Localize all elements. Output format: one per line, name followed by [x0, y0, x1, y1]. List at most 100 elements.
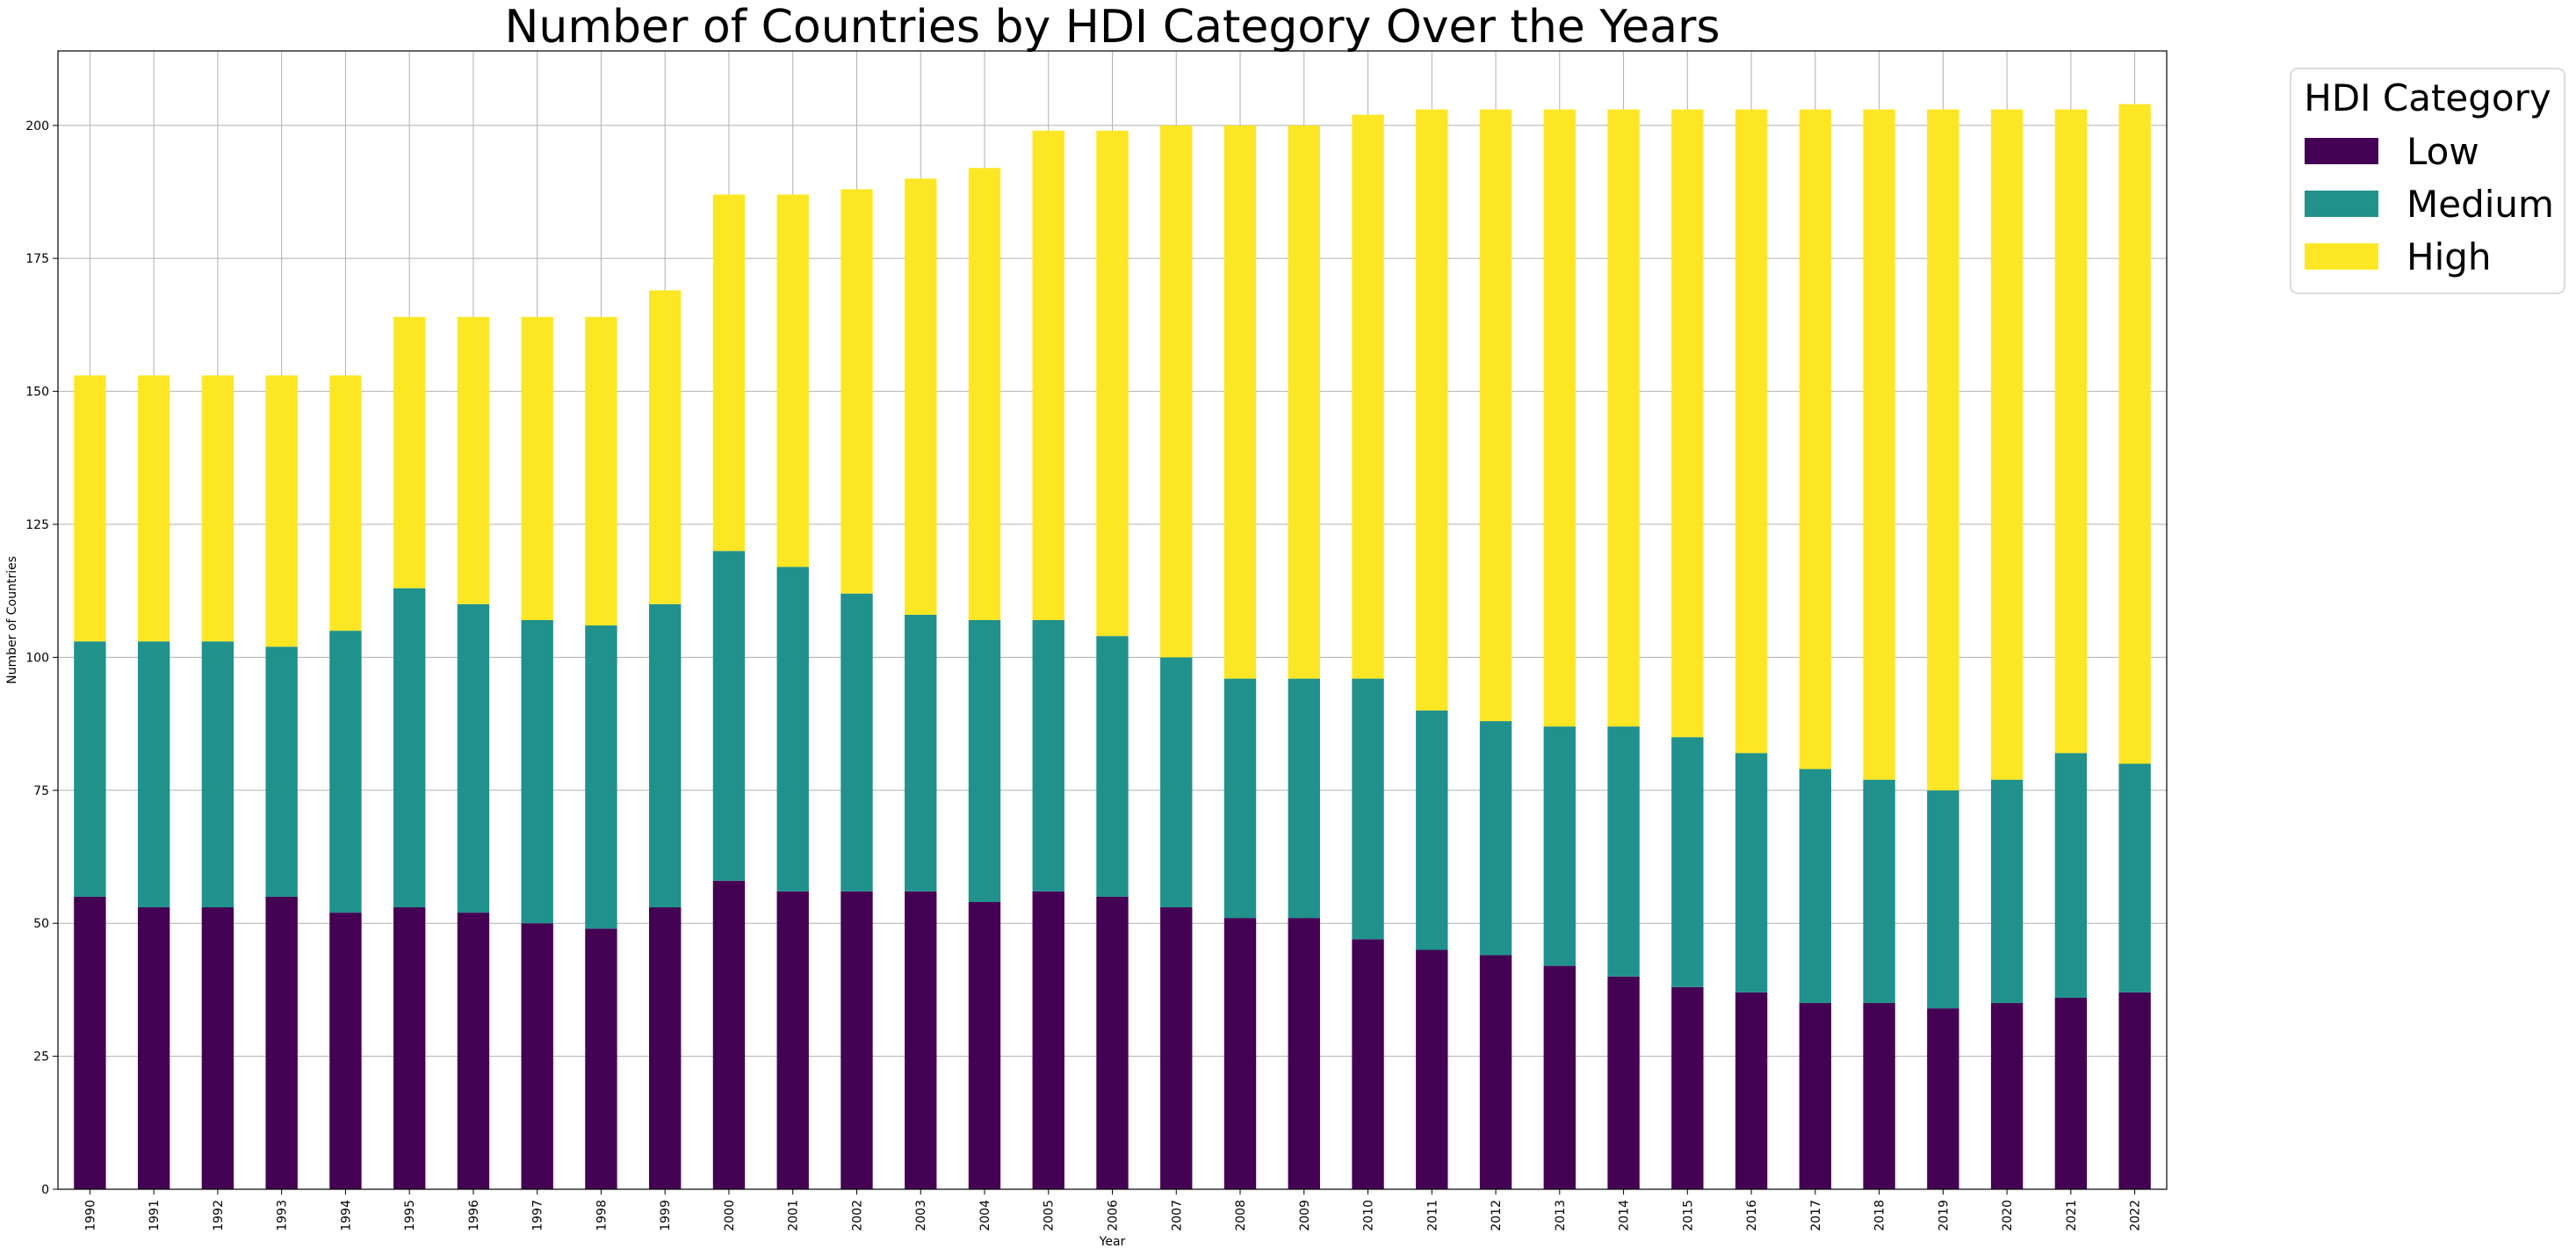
y-tick-label: 50: [33, 917, 49, 931]
bar-high-1992: [201, 375, 235, 642]
bar-high-2005: [1032, 130, 1064, 620]
x-tick-label: 2002: [850, 1200, 864, 1231]
bar-high-2015: [1671, 109, 1704, 738]
bar-medium-2016: [1735, 753, 1768, 993]
y-tick-label: 25: [33, 1050, 49, 1065]
bar-medium-1992: [201, 641, 235, 908]
legend-box: [2290, 68, 2565, 294]
bar-medium-2000: [712, 551, 746, 881]
bar-high-2008: [1223, 125, 1257, 679]
x-tick-label: 1992: [212, 1200, 226, 1231]
bar-low-1995: [393, 907, 426, 1189]
bar-low-2005: [1032, 891, 1064, 1189]
bar-low-2017: [1799, 1003, 1832, 1189]
bar-medium-1999: [649, 603, 682, 908]
bar-low-2006: [1096, 896, 1129, 1189]
bar-high-2010: [1352, 114, 1384, 679]
bar-medium-1993: [265, 646, 298, 897]
bar-medium-1995: [393, 588, 426, 908]
bar-medium-2022: [2118, 763, 2151, 993]
x-tick-label: 1994: [339, 1200, 353, 1231]
x-tick-label: 2008: [1234, 1200, 1248, 1231]
x-tick-label: 2014: [1618, 1200, 1632, 1231]
bar-low-2009: [1288, 918, 1320, 1189]
bar-medium-2013: [1543, 726, 1576, 966]
x-tick-label: 2018: [1873, 1200, 1887, 1231]
legend-label-high: High: [2406, 235, 2492, 278]
bar-medium-2001: [776, 567, 809, 891]
x-tick-label: 2005: [1043, 1200, 1057, 1231]
bar-low-2008: [1223, 918, 1257, 1189]
bar-high-1999: [649, 290, 682, 604]
x-tick-label: 1996: [467, 1200, 481, 1231]
bar-medium-2007: [1160, 657, 1193, 908]
bar-low-2003: [905, 891, 937, 1189]
x-tick-label: 1998: [595, 1200, 609, 1231]
bar-medium-1994: [329, 631, 362, 913]
x-tick-label: 2021: [2065, 1200, 2079, 1231]
x-tick-label: 1995: [403, 1200, 417, 1231]
bar-low-2010: [1352, 939, 1384, 1189]
bar-medium-2006: [1096, 636, 1129, 897]
bar-high-2021: [2054, 109, 2088, 754]
bar-high-2018: [1863, 109, 1895, 780]
bar-high-1991: [137, 375, 170, 642]
bar-medium-2018: [1863, 779, 1895, 1004]
bar-low-2016: [1735, 992, 1768, 1189]
x-tick-label: 2001: [787, 1200, 801, 1231]
x-tick-label: 2010: [1362, 1200, 1376, 1231]
bar-high-2022: [2118, 104, 2151, 764]
x-tick-label: 2007: [1170, 1200, 1184, 1231]
y-tick-label: 75: [33, 784, 49, 798]
bar-low-1991: [137, 907, 170, 1189]
y-tick-label: 125: [25, 518, 49, 532]
bar-high-1996: [457, 316, 490, 604]
x-tick-label: 2017: [1809, 1200, 1823, 1231]
chart-title: Number of Countries by HDI Category Over…: [505, 1, 1721, 54]
bar-low-1992: [201, 907, 235, 1189]
x-tick-label: 1999: [659, 1200, 673, 1231]
bar-high-1993: [265, 375, 298, 647]
y-tick-label: 200: [25, 119, 49, 134]
bar-low-2011: [1416, 949, 1448, 1189]
bar-medium-1991: [137, 641, 170, 908]
y-axis: 0 25 50 75 100 125 150 175 200: [25, 119, 58, 1197]
bar-low-2020: [1990, 1003, 2024, 1189]
bar-low-2000: [712, 880, 746, 1189]
bar-high-2007: [1160, 125, 1193, 658]
legend-swatch-medium: [2305, 191, 2378, 217]
bar-medium-2012: [1479, 721, 1512, 956]
bar-medium-2008: [1223, 678, 1257, 919]
bar-medium-1998: [585, 625, 617, 929]
bar-low-1999: [649, 907, 682, 1189]
x-tick-label: 2019: [1937, 1200, 1951, 1231]
bar-low-2013: [1543, 965, 1576, 1189]
x-tick-label: 1991: [148, 1200, 162, 1231]
bar-low-1994: [329, 913, 362, 1189]
bar-high-2011: [1416, 109, 1448, 711]
bar-medium-1996: [457, 603, 490, 913]
x-tick-label: 2000: [723, 1200, 737, 1231]
legend-label-medium: Medium: [2406, 183, 2554, 226]
bar-medium-2003: [905, 614, 937, 891]
bar-low-2002: [841, 891, 873, 1189]
bar-medium-2011: [1416, 710, 1448, 950]
bar-high-1994: [329, 375, 362, 632]
bar-medium-2002: [841, 593, 873, 891]
y-axis-label: Number of Countries: [5, 556, 19, 684]
bar-high-1990: [74, 375, 106, 642]
bar-low-2007: [1160, 907, 1193, 1189]
legend-items: Low Medium High: [2305, 130, 2554, 278]
x-tick-label: 1990: [83, 1200, 97, 1231]
legend-label-low: Low: [2406, 130, 2479, 173]
legend-swatch-low: [2305, 138, 2378, 164]
x-axis-label: Year: [1099, 1235, 1126, 1249]
bar-low-2022: [2118, 992, 2151, 1189]
y-tick-label: 150: [25, 386, 49, 400]
bar-low-2004: [968, 901, 1001, 1189]
x-tick-label: 2020: [2001, 1200, 2015, 1231]
bar-medium-2017: [1799, 769, 1832, 1004]
bar-low-2012: [1479, 955, 1512, 1189]
